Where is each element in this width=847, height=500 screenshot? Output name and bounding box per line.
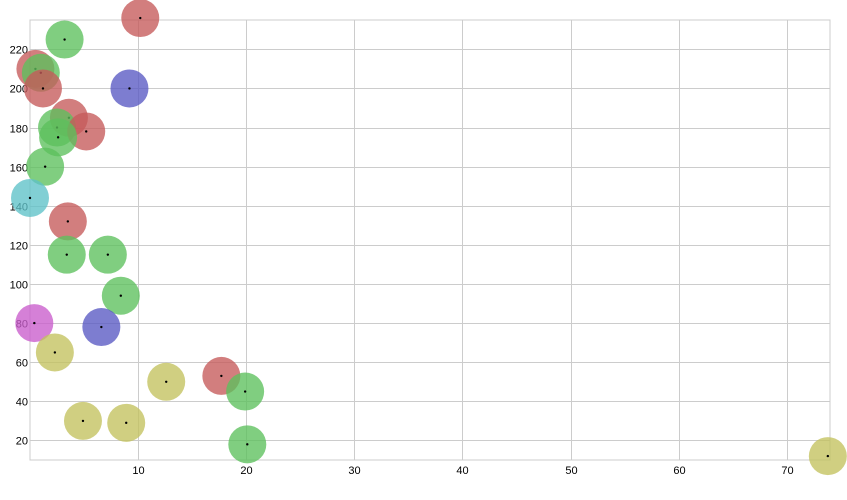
bubble-center-dot xyxy=(53,351,57,354)
bubble-center-dot xyxy=(243,390,247,393)
bubble-point xyxy=(63,401,102,440)
y-tick-label: 120 xyxy=(10,241,28,253)
bubble-point xyxy=(26,147,65,186)
axis-tick-labels: 1020304050607020406080100120140160180200… xyxy=(10,45,794,478)
bubble-point xyxy=(15,304,54,343)
y-tick-label: 20 xyxy=(16,436,28,448)
x-tick-label: 20 xyxy=(240,465,252,477)
bubble-center-dot xyxy=(165,380,168,383)
y-tick-label: 180 xyxy=(10,124,28,136)
x-tick-label: 50 xyxy=(565,465,577,477)
bubble-center-dot xyxy=(66,220,70,223)
bubble-point xyxy=(35,333,74,372)
bubble-center-dot xyxy=(41,87,45,90)
x-tick-label: 40 xyxy=(456,465,468,477)
bubble-center-dot xyxy=(43,165,47,168)
bubble-center-dot xyxy=(119,294,123,297)
bubble-point xyxy=(228,425,267,464)
x-tick-label: 30 xyxy=(348,465,360,477)
bubble-point xyxy=(121,0,160,38)
bubble-center-dot xyxy=(246,443,249,446)
y-tick-label: 160 xyxy=(10,163,28,175)
bubble-point xyxy=(808,437,847,476)
bubble-center-dot xyxy=(56,136,60,139)
bubble-center-dot xyxy=(28,196,32,200)
y-tick-label: 100 xyxy=(10,280,28,292)
bubble-point xyxy=(39,118,78,157)
bubble-point xyxy=(107,403,146,442)
bubble-point xyxy=(101,276,140,315)
grid xyxy=(29,19,831,461)
y-tick-label: 220 xyxy=(10,45,28,57)
bubble-center-dot xyxy=(128,87,131,90)
bubble-point xyxy=(110,69,149,108)
plot-frame xyxy=(29,19,831,461)
bubble-center-dot xyxy=(33,321,36,325)
bubble-point xyxy=(48,202,87,241)
bubble-center-dot xyxy=(100,325,103,329)
bubble-point xyxy=(23,69,62,108)
bubble-center-dot xyxy=(125,421,128,425)
x-tick-label: 10 xyxy=(132,465,144,477)
y-tick-label: 200 xyxy=(10,84,28,96)
y-tick-label: 60 xyxy=(16,358,28,370)
y-tick-label: 40 xyxy=(16,397,28,409)
x-tick-label: 70 xyxy=(781,465,793,477)
bubble-point xyxy=(47,235,86,274)
bubble-center-dot xyxy=(65,253,68,256)
bubble-center-dot xyxy=(85,130,88,133)
bubble-center-dot xyxy=(81,419,85,423)
bubble-center-dot xyxy=(826,454,830,458)
bubble-center-dot xyxy=(139,16,142,20)
bubble-point xyxy=(82,308,121,347)
bubble-point xyxy=(226,372,265,411)
bubble-center-dot xyxy=(220,374,223,378)
bubble-center-dot xyxy=(63,38,66,41)
bubble-point xyxy=(11,178,49,217)
bubble-center-dot xyxy=(106,253,110,256)
bubble-point xyxy=(147,362,186,401)
bubbles xyxy=(11,0,847,476)
bubble-point xyxy=(45,20,84,59)
bubble-point xyxy=(88,235,127,274)
x-tick-label: 60 xyxy=(673,465,685,477)
